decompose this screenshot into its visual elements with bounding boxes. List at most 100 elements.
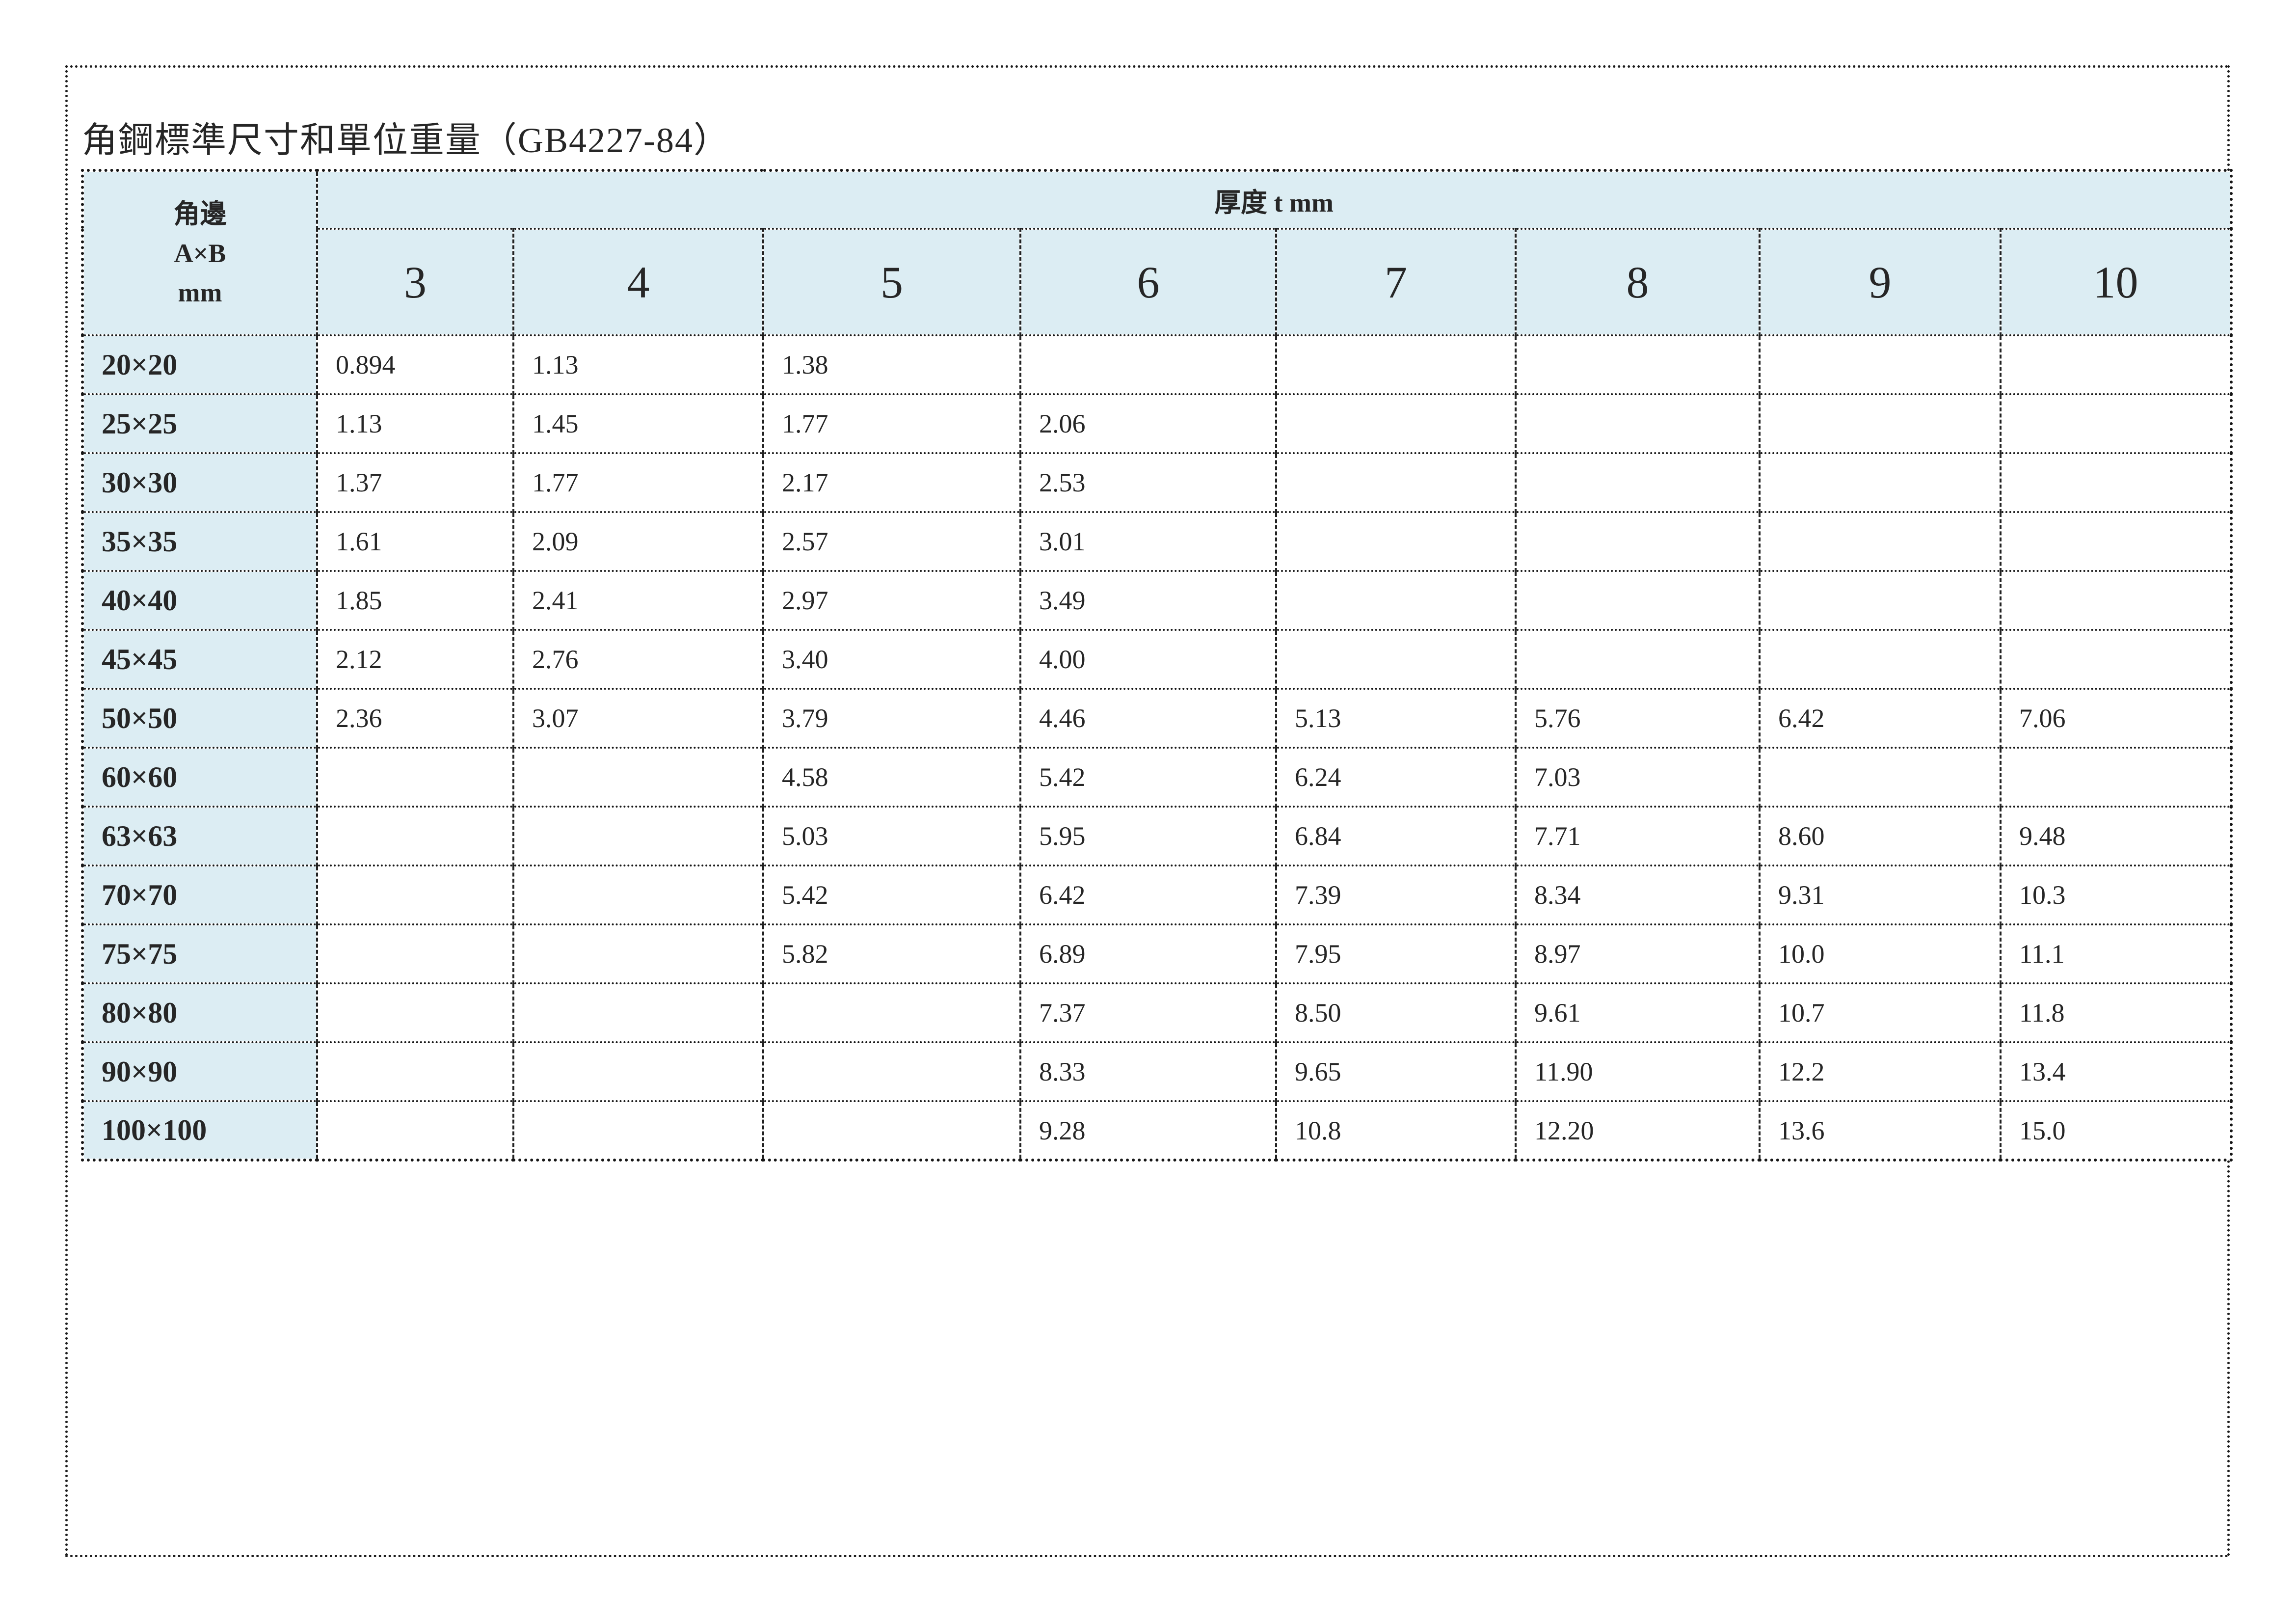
weight-cell: 9.31 xyxy=(1759,865,2002,925)
weight-cell: 6.89 xyxy=(1019,923,1277,984)
weight-cell xyxy=(316,982,514,1043)
weight-cell xyxy=(1515,393,1761,454)
weight-cell xyxy=(512,747,764,808)
weight-cell: 2.57 xyxy=(762,511,1021,572)
weight-cell: 4.58 xyxy=(762,747,1021,808)
weight-cell: 3.07 xyxy=(512,688,764,749)
weight-cell xyxy=(316,1041,514,1102)
weight-cell: 6.42 xyxy=(1759,688,2002,749)
table-row: 75×75 5.82 6.89 7.95 8.97 10.0 11.1 xyxy=(81,923,2233,984)
table-body: 20×20 0.894 1.13 1.38 25×25 1.13 1.45 1.77 2.06 3… xyxy=(81,334,2233,1161)
page-content: 角鋼標準尺寸和單位重量（GB4227-84） 角邊 xyxy=(81,119,2233,1162)
thickness-column-header: 8 xyxy=(1515,228,1761,336)
weight-cell: 7.03 xyxy=(1515,747,1761,808)
weight-cell: 5.95 xyxy=(1019,806,1277,866)
weight-cell xyxy=(1999,334,2233,395)
corner-header-line-1: 角邊 xyxy=(173,199,227,229)
weight-cell: 1.77 xyxy=(762,393,1021,454)
weight-cell: 6.84 xyxy=(1275,806,1517,866)
weight-cell: 1.13 xyxy=(512,334,764,395)
weight-cell: 2.12 xyxy=(316,629,514,690)
weight-cell: 9.61 xyxy=(1515,982,1761,1043)
weight-cell: 12.20 xyxy=(1515,1100,1761,1161)
weight-cell: 7.71 xyxy=(1515,806,1761,866)
angle-steel-weight-table: 角邊 A×B mm 厚度 t mm 3 4 5 6 7 8 9 10 20×20 0.894 1.… xyxy=(81,169,2233,1162)
weight-cell xyxy=(1275,570,1517,631)
table-row: 80×80 7.37 8.50 9.61 10.7 11.8 xyxy=(81,982,2233,1043)
corner-header-cell: 角邊 A×B mm xyxy=(81,169,318,336)
weight-cell: 5.82 xyxy=(762,923,1021,984)
weight-cell: 2.53 xyxy=(1019,452,1277,513)
weight-cell xyxy=(1515,570,1761,631)
weight-cell xyxy=(1515,452,1761,513)
corner-header-line-3: mm xyxy=(178,277,222,307)
weight-cell: 6.24 xyxy=(1275,747,1517,808)
weight-cell xyxy=(512,806,764,866)
table-row: 25×25 1.13 1.45 1.77 2.06 xyxy=(81,393,2233,454)
weight-cell xyxy=(1999,747,2233,808)
header-row-top: 角邊 A×B mm 厚度 t mm xyxy=(81,169,2233,336)
weight-cell xyxy=(316,1100,514,1161)
weight-cell: 5.42 xyxy=(1019,747,1277,808)
weight-cell: 2.97 xyxy=(762,570,1021,631)
weight-cell: 7.39 xyxy=(1275,865,1517,925)
table-row: 30×30 1.37 1.77 2.17 2.53 xyxy=(81,452,2233,513)
weight-cell xyxy=(1759,747,2002,808)
weight-cell: 10.0 xyxy=(1759,923,2002,984)
weight-cell xyxy=(1759,452,2002,513)
table-row: 70×70 5.42 6.42 7.39 8.34 9.31 10.3 xyxy=(81,865,2233,925)
weight-cell xyxy=(316,865,514,925)
weight-cell: 1.38 xyxy=(762,334,1021,395)
thickness-column-header: 4 xyxy=(512,228,764,336)
weight-cell xyxy=(1275,629,1517,690)
weight-cell: 10.3 xyxy=(1999,865,2233,925)
weight-cell: 11.1 xyxy=(1999,923,2233,984)
table-row: 50×50 2.36 3.07 3.79 4.46 5.13 5.76 6.42 7.06 xyxy=(81,688,2233,749)
weight-cell: 9.48 xyxy=(1999,806,2233,866)
weight-cell: 10.8 xyxy=(1275,1100,1517,1161)
weight-cell xyxy=(1515,334,1761,395)
weight-cell: 2.06 xyxy=(1019,393,1277,454)
weight-cell xyxy=(1999,629,2233,690)
table-row: 90×90 8.33 9.65 11.90 12.2 13.4 xyxy=(81,1041,2233,1102)
weight-cell: 5.13 xyxy=(1275,688,1517,749)
row-label-cell: 25×25 xyxy=(81,393,318,454)
weight-cell: 2.76 xyxy=(512,629,764,690)
weight-cell xyxy=(1999,570,2233,631)
row-label-cell: 35×35 xyxy=(81,511,318,572)
weight-cell xyxy=(1999,511,2233,572)
weight-cell: 8.97 xyxy=(1515,923,1761,984)
weight-cell xyxy=(316,923,514,984)
table-row: 63×63 5.03 5.95 6.84 7.71 8.60 9.48 xyxy=(81,806,2233,866)
weight-cell: 11.8 xyxy=(1999,982,2233,1043)
row-label-cell: 40×40 xyxy=(81,570,318,631)
weight-cell xyxy=(1275,334,1517,395)
weight-cell: 11.90 xyxy=(1515,1041,1761,1102)
thickness-column-header: 6 xyxy=(1019,228,1277,336)
weight-cell: 2.41 xyxy=(512,570,764,631)
weight-cell xyxy=(1999,393,2233,454)
weight-cell xyxy=(512,1041,764,1102)
weight-cell xyxy=(1515,511,1761,572)
weight-cell: 1.13 xyxy=(316,393,514,454)
weight-cell xyxy=(1515,629,1761,690)
thickness-column-header: 3 xyxy=(316,228,514,336)
weight-cell xyxy=(1275,511,1517,572)
weight-cell: 8.50 xyxy=(1275,982,1517,1043)
row-label-cell: 30×30 xyxy=(81,452,318,513)
weight-cell xyxy=(1999,452,2233,513)
row-label-cell: 70×70 xyxy=(81,865,318,925)
weight-cell xyxy=(1019,334,1277,395)
page-title: 角鋼標準尺寸和單位重量（GB4227-84） xyxy=(82,121,730,160)
header-row-thickness-values: 3 4 5 6 7 8 9 10 xyxy=(82,228,2233,336)
weight-cell: 3.01 xyxy=(1019,511,1277,572)
weight-cell xyxy=(1275,452,1517,513)
weight-cell: 1.61 xyxy=(316,511,514,572)
thickness-header-cell: 厚度 t mm xyxy=(316,169,2233,230)
weight-cell: 2.17 xyxy=(762,452,1021,513)
weight-cell: 10.7 xyxy=(1759,982,2002,1043)
weight-cell xyxy=(512,923,764,984)
weight-cell xyxy=(512,1100,764,1161)
weight-cell xyxy=(512,982,764,1043)
